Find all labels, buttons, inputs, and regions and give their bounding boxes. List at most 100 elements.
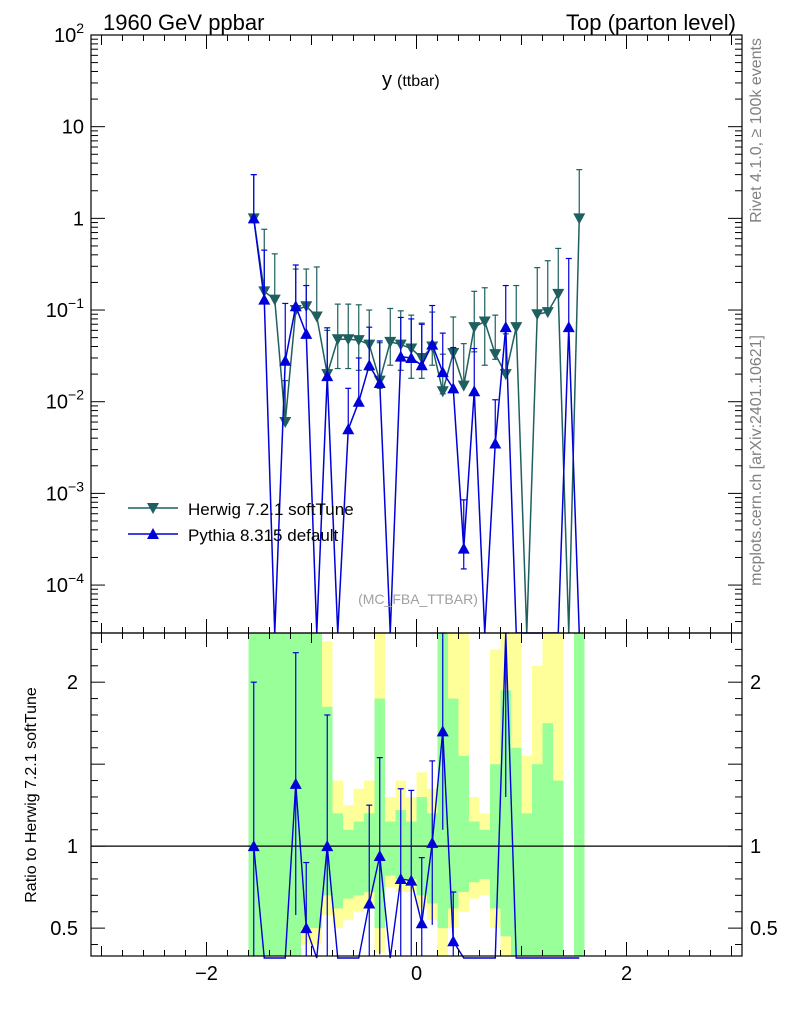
ratio-pythia-marker <box>363 897 376 909</box>
xtick-label: 2 <box>621 963 632 985</box>
ratio-pythia-marker <box>394 872 407 884</box>
chart-title-main: y <box>382 69 392 91</box>
main-ytick-label-base: 10 <box>46 300 68 322</box>
ratio-ytick-label-right: 2 <box>750 672 761 694</box>
pythia-series <box>247 174 580 634</box>
herwig-marker <box>436 386 449 398</box>
main-ytick-label-base: 10 <box>54 25 76 47</box>
pythia-marker <box>405 351 418 363</box>
ratio-band-green <box>343 829 354 899</box>
pythia-marker <box>289 300 302 312</box>
legend-herwig-marker <box>147 503 159 514</box>
pythia-marker <box>363 359 376 371</box>
pythia-marker <box>394 350 407 362</box>
herwig-marker <box>531 309 544 321</box>
main-ytick-label-exp: −2 <box>68 387 84 403</box>
ratio-pythia-marker <box>436 725 449 737</box>
ratio-band-green <box>553 780 564 956</box>
herwig-marker <box>384 336 397 348</box>
herwig-line <box>253 218 580 634</box>
ratio-band-green <box>500 690 511 937</box>
ratio-pythia-marker <box>447 935 460 947</box>
herwig-marker <box>331 334 344 346</box>
herwig-marker <box>279 417 292 429</box>
ratio-pythia-marker <box>300 922 313 934</box>
herwig-marker <box>478 316 491 328</box>
pythia-marker <box>436 366 449 378</box>
ratio-band-green <box>259 633 270 956</box>
pythia-marker <box>373 376 386 388</box>
pythia-marker <box>489 437 502 449</box>
pythia-marker <box>247 212 260 224</box>
herwig-marker <box>510 322 523 334</box>
herwig-marker <box>468 322 481 334</box>
main-ytick-label-base: 10 <box>46 392 68 414</box>
analysis-watermark: (MC_FBA_TTBAR) <box>358 591 478 607</box>
herwig-marker <box>352 335 365 347</box>
ratio-band-green <box>269 633 280 956</box>
ratio-band-green <box>511 747 522 956</box>
header-left-label: 1960 GeV ppbar <box>103 10 264 35</box>
header-right-label: Top (parton level) <box>566 10 736 35</box>
ratio-band-green <box>521 813 532 956</box>
main-ytick-label: 10 <box>62 117 84 139</box>
ratio-band-green <box>332 813 343 909</box>
ratio-band-green <box>490 764 501 909</box>
ratio-ytick-label-right: 1 <box>750 836 761 858</box>
pythia-marker <box>499 321 512 333</box>
xtick-label: −2 <box>195 963 218 985</box>
legend: Herwig 7.2.1 softTune Pythia 8.315 defau… <box>128 500 354 545</box>
ratio-band-green <box>385 821 396 876</box>
main-ytick-label-exp: 2 <box>76 20 84 36</box>
ratio-pythia-marker <box>289 777 302 789</box>
herwig-marker <box>552 288 565 300</box>
legend-pythia-label: Pythia 8.315 default <box>188 526 339 545</box>
main-ytick-label-exp: −3 <box>68 478 84 494</box>
herwig-marker <box>310 311 323 323</box>
herwig-marker <box>489 349 502 361</box>
main-ytick-label-base: 10 <box>46 483 68 505</box>
ratio-band-green <box>479 829 490 879</box>
main-ytick-label-base: 10 <box>62 117 84 139</box>
ratio-band-green <box>574 633 585 956</box>
main-ytick-label: 102 <box>54 20 84 47</box>
ratio-band-green <box>311 633 322 929</box>
herwig-marker <box>573 213 586 225</box>
ratio-band-green <box>301 633 312 929</box>
xtick-label: 0 <box>411 963 422 985</box>
ratio-ytick-label-left: 0.5 <box>50 918 78 940</box>
ratio-pythia-marker <box>321 840 334 852</box>
legend-pythia-marker <box>147 528 159 539</box>
ratio-pythia-marker <box>405 874 418 886</box>
ratio-pythia-marker <box>373 849 386 861</box>
ratio-band-green <box>458 755 469 893</box>
legend-herwig-label: Herwig 7.2.1 softTune <box>188 500 354 519</box>
main-ytick-label-exp: −4 <box>68 570 84 586</box>
herwig-marker <box>457 380 470 392</box>
main-ytick-label-base: 10 <box>46 575 68 597</box>
ratio-ytick-label-right: 0.5 <box>750 918 778 940</box>
chart-title: y (ttbar) <box>382 69 440 91</box>
ratio-band-green <box>280 633 291 956</box>
pythia-marker <box>300 327 313 339</box>
herwig-marker <box>541 307 554 319</box>
ratio-pythia-marker <box>426 836 439 848</box>
main-ytick-label: 10−1 <box>46 295 84 322</box>
pythia-marker <box>342 423 355 435</box>
ratio-ylabel: Ratio to Herwig 7.2.1 softTune <box>23 687 40 903</box>
herwig-marker <box>268 294 281 306</box>
ratio-band-green <box>542 723 553 956</box>
ratio-band-green <box>448 698 459 909</box>
pythia-marker <box>457 542 470 554</box>
pythia-marker <box>468 385 481 397</box>
chart-title-sub: (ttbar) <box>397 73 440 90</box>
mcplots-label: mcplots.cern.ch [arXiv:2401.10621] <box>748 335 765 586</box>
rivet-version-label: Rivet 4.1.0, ≥ 100k events <box>748 38 765 223</box>
ratio-pythia-marker <box>247 840 260 852</box>
ratio-ytick-label-left: 1 <box>67 836 78 858</box>
pythia-marker <box>352 395 365 407</box>
ratio-band-green <box>532 764 543 956</box>
main-ytick-label: 1 <box>73 208 84 230</box>
